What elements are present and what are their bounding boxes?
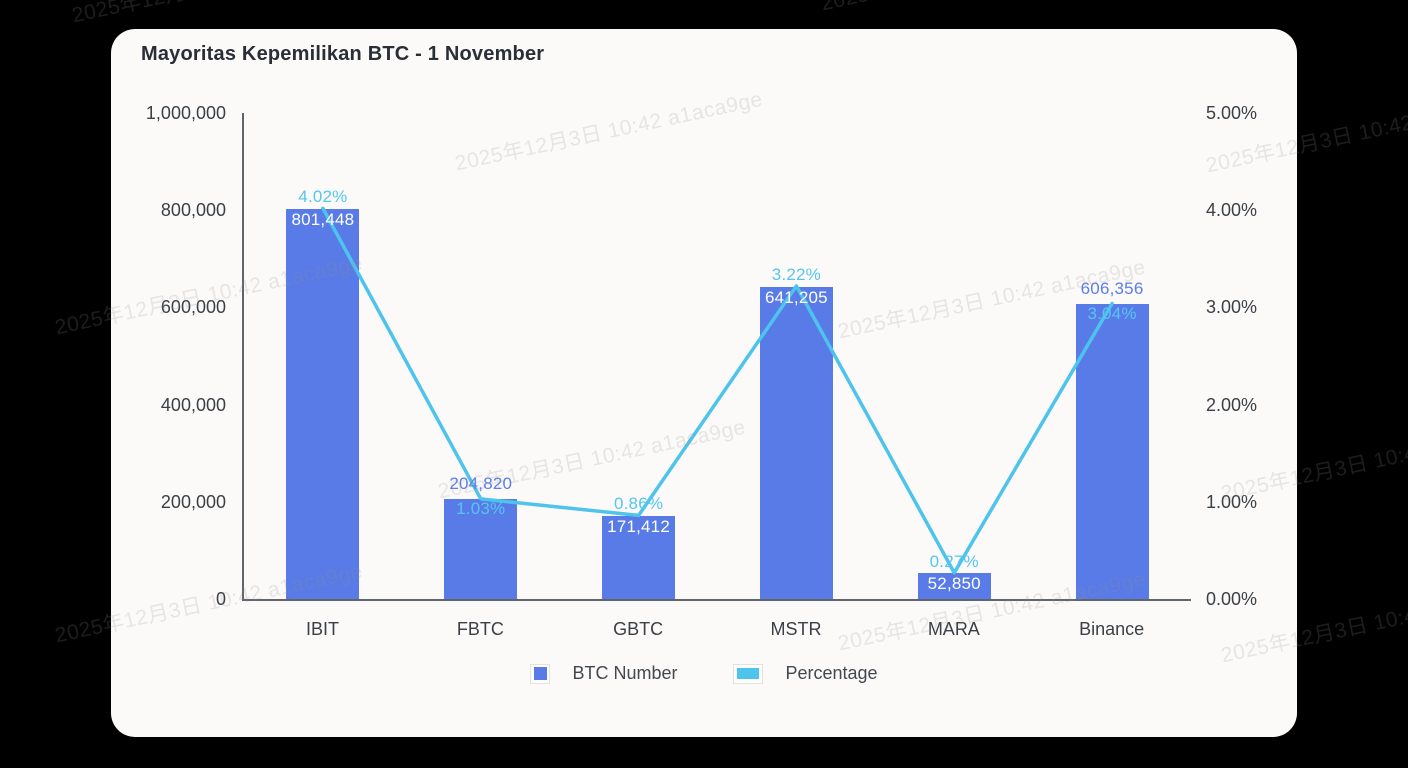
percentage-label: 1.03%: [456, 498, 506, 518]
bar-binance: [1075, 304, 1149, 599]
watermark: 2025年12月3日 10:42 a1aca9ge: [818, 0, 1131, 17]
bar-mara: [917, 573, 991, 599]
category-label-fbtc: FBTC: [456, 619, 504, 639]
y-axis-left-tick: 400,000: [160, 394, 226, 415]
category-label-mstr: MSTR: [770, 619, 822, 639]
y-axis-line: [242, 113, 244, 601]
y-axis-right-tick: 1.00%: [1206, 491, 1258, 512]
legend-label: BTC Number: [572, 663, 678, 683]
btc-number-label: 641,205: [764, 288, 828, 308]
btc-number-label: 52,850: [927, 574, 981, 594]
y-axis-right-tick: 4.00%: [1206, 200, 1258, 221]
category-label-gbtc: GBTC: [613, 619, 664, 639]
category-label-ibit: IBIT: [305, 619, 339, 639]
bar-ibit: [286, 209, 360, 599]
chart-card: Mayoritas Kepemilikan BTC - 1 November 1…: [111, 29, 1297, 737]
legend-swatch: [733, 663, 764, 684]
percentage-label: 0.27%: [929, 551, 979, 571]
y-axis-right-tick: 5.00%: [1206, 103, 1258, 123]
watermark: 2025年12月3日 10:42 a1aca9ge: [69, 0, 382, 29]
percentage-label: 4.02%: [298, 187, 348, 207]
y-axis-left-tick: 600,000: [160, 297, 226, 318]
legend-item-percentage[interactable]: Percentage: [733, 663, 878, 684]
plot-area: 1,000,000 800,000 600,000 400,000 200,000 0 5…: [111, 29, 1297, 737]
y-axis-left-tick: 1,000,000: [145, 103, 226, 123]
y-axis-right-tick: 3.00%: [1206, 297, 1258, 318]
category-label-mara: MARA: [927, 619, 980, 639]
percentage-label: 3.04%: [1087, 303, 1137, 323]
legend-label: Percentage: [785, 663, 878, 683]
percentage-label: 3.22%: [771, 265, 821, 285]
btc-number-label: 801,448: [291, 210, 355, 230]
percentage-line: [321, 206, 1114, 575]
y-axis-left-tick: 200,000: [160, 491, 226, 512]
btc-number-label: 204,820: [449, 474, 513, 494]
y-axis-right-tick: 2.00%: [1206, 394, 1258, 415]
chart-title: Mayoritas Kepemilikan BTC - 1 November: [141, 43, 545, 65]
legend-item-btc-number[interactable]: BTC Number: [530, 663, 677, 684]
btc-number-label: 171,412: [607, 516, 670, 536]
bar-mstr: [759, 287, 833, 599]
x-axis-line: [242, 599, 1191, 601]
btc-number-label: 606,356: [1080, 279, 1144, 299]
legend-swatch-fill: [737, 668, 760, 679]
percentage-label: 0.86%: [613, 494, 664, 514]
category-label-binance: Binance: [1079, 619, 1145, 639]
legend-swatch: [530, 663, 551, 684]
y-axis-right-tick: 0.00%: [1206, 589, 1258, 609]
y-axis-left-tick: 800,000: [160, 200, 226, 221]
y-axis-left-tick: 0: [215, 589, 226, 609]
legend-swatch-fill: [533, 667, 547, 680]
legend: BTC Number Percentage: [111, 663, 1297, 684]
